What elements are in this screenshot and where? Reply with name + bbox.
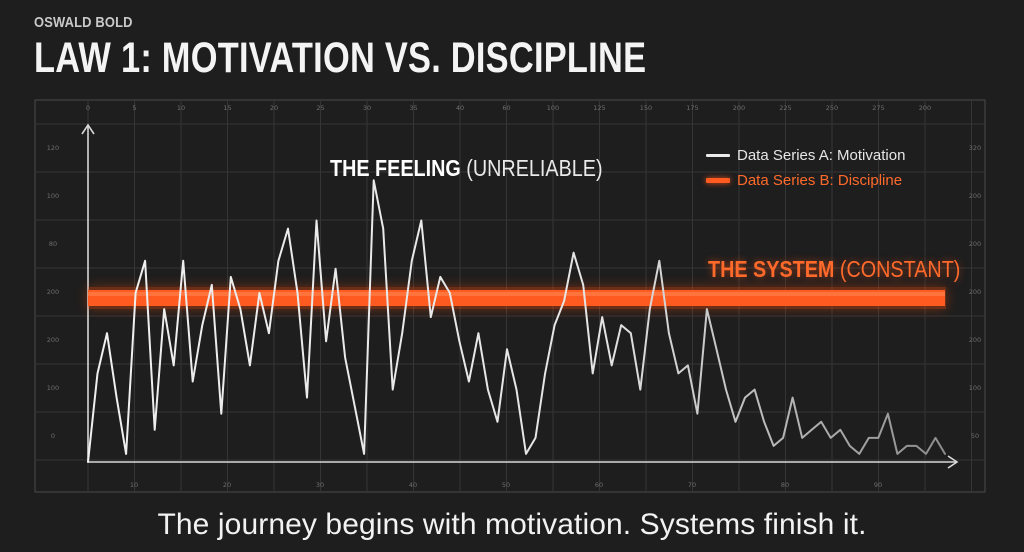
svg-text:50: 50	[971, 432, 979, 440]
svg-text:80: 80	[781, 481, 789, 489]
svg-text:120: 120	[47, 144, 59, 152]
annotation-feeling-light: (UNRELIABLE)	[466, 155, 603, 181]
svg-text:200: 200	[919, 104, 931, 112]
svg-text:320: 320	[969, 144, 981, 152]
kicker-label: OSWALD BOLD	[34, 14, 133, 31]
chart-frame	[34, 99, 986, 493]
legend-item-motivation: Data Series A: Motivation	[706, 143, 905, 168]
svg-text:40: 40	[456, 104, 464, 112]
caption: The journey begins with motivation. Syst…	[157, 508, 867, 541]
svg-text:30: 30	[363, 104, 371, 112]
bottom-tick-labels: 10 20 30 40 50 60 70 80 90	[130, 481, 882, 489]
svg-text:150: 150	[640, 104, 652, 112]
left-tick-labels: 120 100 80 200 200 100 0	[47, 144, 59, 440]
svg-text:20: 20	[270, 104, 278, 112]
svg-text:175: 175	[686, 104, 698, 112]
legend-item-discipline: Data Series B: Discipline	[706, 168, 905, 193]
svg-text:100: 100	[47, 192, 59, 200]
annotation-system-bold: THE SYSTEM	[708, 256, 835, 282]
svg-text:200: 200	[733, 104, 745, 112]
svg-text:100: 100	[969, 384, 981, 392]
svg-text:200: 200	[969, 192, 981, 200]
annotation-system: THE SYSTEM (CONSTANT)	[708, 256, 960, 283]
svg-text:275: 275	[872, 104, 884, 112]
motivation-line	[87, 179, 946, 463]
svg-text:200: 200	[969, 288, 981, 296]
svg-text:10: 10	[130, 481, 138, 489]
svg-text:40: 40	[409, 481, 417, 489]
svg-text:250: 250	[826, 104, 838, 112]
svg-text:20: 20	[223, 481, 231, 489]
legend: Data Series A: Motivation Data Series B:…	[706, 143, 905, 193]
svg-text:200: 200	[969, 336, 981, 344]
svg-text:200: 200	[47, 336, 59, 344]
svg-text:35: 35	[409, 104, 417, 112]
svg-text:100: 100	[547, 104, 559, 112]
svg-text:10: 10	[177, 104, 185, 112]
svg-text:200: 200	[969, 240, 981, 248]
svg-text:100: 100	[47, 384, 59, 392]
svg-text:15: 15	[223, 104, 231, 112]
svg-text:80: 80	[49, 240, 57, 248]
discipline-bar	[88, 287, 946, 309]
annotation-feeling-bold: THE FEELING	[330, 155, 461, 181]
svg-text:0: 0	[86, 104, 90, 112]
annotation-system-light: (CONSTANT)	[839, 256, 961, 282]
svg-text:60: 60	[595, 481, 603, 489]
svg-text:0: 0	[51, 432, 55, 440]
svg-text:225: 225	[779, 104, 791, 112]
svg-text:60: 60	[502, 104, 510, 112]
page-title: LAW 1: MOTIVATION VS. DISCIPLINE	[34, 34, 647, 82]
top-tick-labels: 0 5 10 15 20 25 30 35 40 60 100 125 150 175 200 225 250 2…	[86, 104, 931, 112]
legend-swatch-discipline-icon	[706, 178, 730, 183]
svg-text:30: 30	[316, 481, 324, 489]
svg-text:125: 125	[593, 104, 605, 112]
legend-label-motivation: Data Series A: Motivation	[737, 147, 906, 164]
annotation-feeling: THE FEELING (UNRELIABLE)	[330, 155, 603, 182]
svg-text:50: 50	[502, 481, 510, 489]
svg-text:70: 70	[688, 481, 696, 489]
right-tick-labels: 320 200 200 200 200 100 50	[969, 144, 981, 440]
legend-label-discipline: Data Series B: Discipline	[737, 172, 903, 189]
svg-text:90: 90	[874, 481, 882, 489]
legend-swatch-motivation-icon	[706, 154, 730, 157]
svg-text:200: 200	[47, 288, 59, 296]
svg-text:5: 5	[132, 104, 136, 112]
svg-text:25: 25	[316, 104, 324, 112]
